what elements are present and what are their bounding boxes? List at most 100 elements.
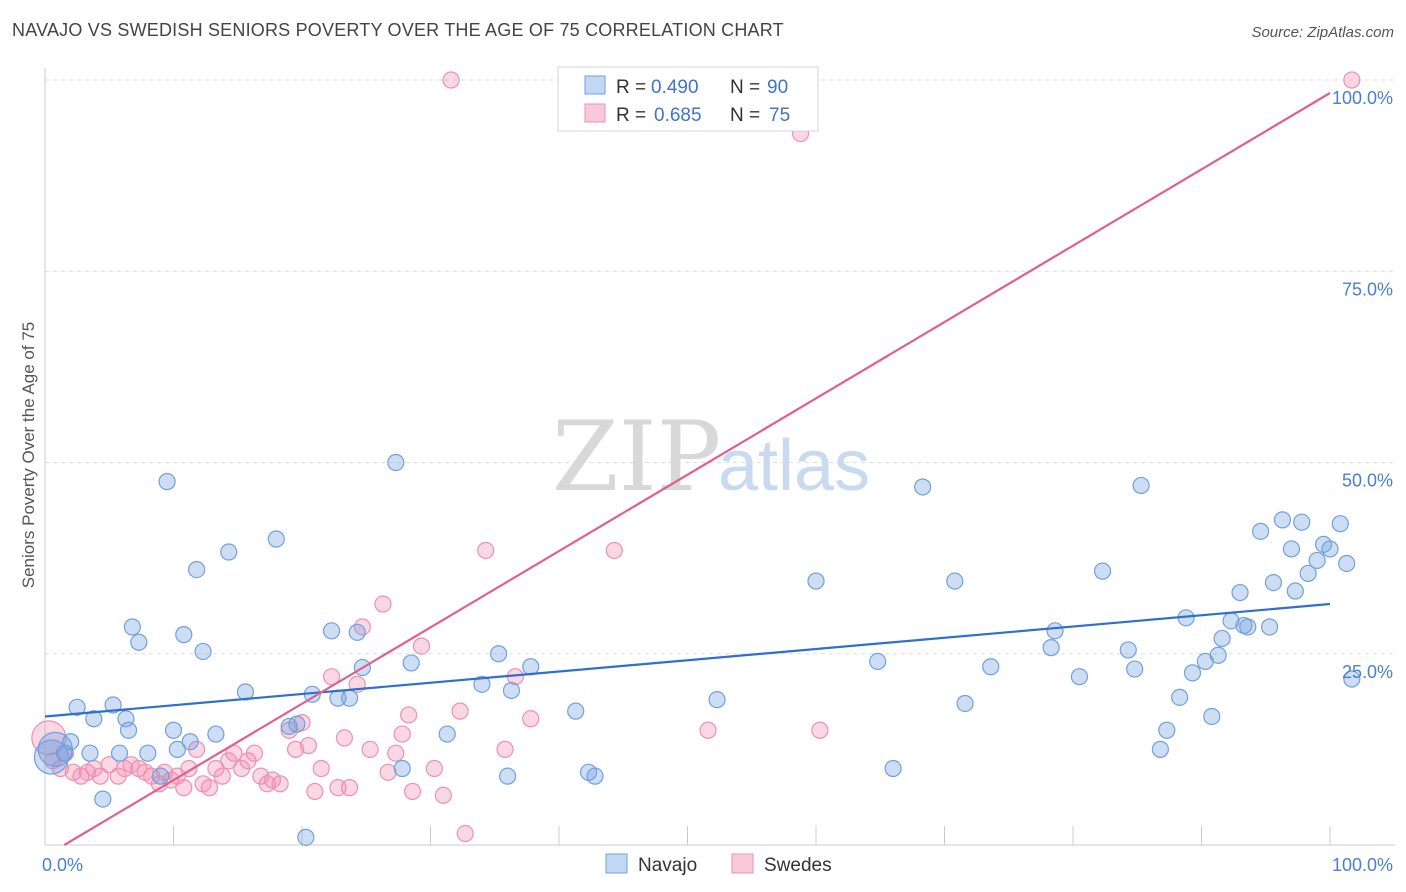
y-axis-title: Seniors Poverty Over the Age of 75 <box>19 322 38 588</box>
swedes-point-58 <box>442 71 460 89</box>
swedes-point-45 <box>340 779 359 797</box>
navajo-point-36 <box>387 453 405 472</box>
navajo-point-67 <box>1183 664 1202 682</box>
swedes-point-44 <box>335 729 354 747</box>
legend-n-label-swedes: N = <box>730 105 760 126</box>
swedes-point-55 <box>412 637 431 655</box>
swedes-point-48 <box>361 740 379 758</box>
y-tick-label-0: 25.0% <box>1342 662 1393 682</box>
navajo-point-11 <box>119 721 138 739</box>
swedes-point-24 <box>200 779 219 797</box>
navajo-point-54 <box>956 694 974 713</box>
y-tick-label-1: 50.0% <box>1342 471 1393 491</box>
navajo-point-8 <box>104 696 122 714</box>
navajo-point-75 <box>1239 618 1257 636</box>
navajo-point-83 <box>1299 564 1317 583</box>
tick-labels: 25.0% 50.0% 75.0% 100.0% 0.0% 100.0% <box>42 88 1393 875</box>
legend-swatch-swedes <box>584 103 606 123</box>
x-tick-label-0: 0.0% <box>42 855 83 875</box>
chart-title: NAVAJO VS SWEDISH SENIORS POVERTY OVER T… <box>12 20 784 40</box>
navajo-point-86 <box>1321 540 1339 558</box>
navajo-point-73 <box>1231 583 1249 602</box>
navajo-point-41 <box>490 645 508 663</box>
navajo-point-33 <box>340 689 359 707</box>
navajo-point-55 <box>982 658 1000 676</box>
legend-box: R = 0.490 N = 90 R = 0.685 N = 75 <box>557 66 819 132</box>
legend-swatch-navajo <box>584 75 606 95</box>
navajo-point-79 <box>1273 511 1292 529</box>
watermark-zip: ZIP <box>552 401 721 513</box>
swedes-point-12 <box>122 756 140 774</box>
navajo-point-3 <box>62 733 80 751</box>
navajo-point-80 <box>1282 540 1301 558</box>
swedes-point-69 <box>811 721 829 739</box>
navajo-point-31 <box>322 622 341 640</box>
navajo-point-9 <box>110 744 129 762</box>
trendlines <box>44 92 1331 846</box>
navajo-point-6 <box>85 710 103 728</box>
swedes-point-41 <box>312 759 330 778</box>
legend-r-value-swedes: 0.685 <box>654 105 702 126</box>
navajo-point-89 <box>1343 670 1361 688</box>
swedes-point-42 <box>322 668 341 686</box>
swedes-trendline <box>63 92 1331 846</box>
swedes-point-37 <box>286 740 305 758</box>
navajo-point-81 <box>1286 582 1304 600</box>
swedes-point-61 <box>477 541 495 560</box>
navajo-point-84 <box>1308 551 1326 570</box>
swedes-point-65 <box>605 541 623 560</box>
navajo-point-70 <box>1209 646 1227 664</box>
watermark-atlas: atlas <box>718 426 870 506</box>
navajo-point-76 <box>1252 522 1270 540</box>
bottom-legend-swedes: Swedes <box>764 855 832 876</box>
navajo-point-59 <box>1093 562 1112 580</box>
navajo-point-47 <box>586 767 604 785</box>
navajo-point-5 <box>81 744 99 762</box>
navajo-points <box>33 453 1361 846</box>
swedes-point-53 <box>400 706 418 724</box>
navajo-point-57 <box>1046 622 1064 640</box>
x-tick-label-1: 100.0% <box>1332 855 1393 875</box>
navajo-point-50 <box>869 652 887 671</box>
swedes-point-26 <box>213 767 231 785</box>
swedes-point-62 <box>496 740 514 758</box>
gridlines <box>45 79 1395 655</box>
navajo-point-48 <box>708 691 726 709</box>
navajo-point-23 <box>207 725 225 743</box>
swedes-point-64 <box>522 710 540 728</box>
swedes-point-0 <box>31 720 67 756</box>
navajo-point-71 <box>1213 629 1231 648</box>
navajo-point-77 <box>1261 618 1279 636</box>
source-credit: Source: ZipAtlas.com <box>1251 24 1394 41</box>
legend-r-label-swedes: R = <box>616 105 646 126</box>
navajo-point-21 <box>188 560 206 579</box>
navajo-point-19 <box>175 626 193 644</box>
swedes-point-57 <box>434 786 452 804</box>
legend-n-value-navajo: 90 <box>767 77 788 98</box>
navajo-point-42 <box>499 767 517 785</box>
swedes-point-70 <box>1343 71 1361 89</box>
navajo-point-15 <box>152 767 170 785</box>
navajo-point-87 <box>1331 515 1349 533</box>
swedes-point-49 <box>374 595 392 613</box>
swedes-point-60 <box>456 824 474 843</box>
navajo-point-16 <box>158 473 176 491</box>
navajo-point-60 <box>1119 641 1137 659</box>
legend-n-label-navajo: N = <box>730 77 760 98</box>
navajo-point-56 <box>1042 639 1060 657</box>
navajo-point-78 <box>1264 574 1283 592</box>
bottom-legend-swatch-swedes <box>731 853 754 874</box>
bottom-legend-swatch-navajo <box>605 853 628 874</box>
navajo-point-64 <box>1158 721 1176 739</box>
legend-r-label-navajo: R = <box>616 77 646 98</box>
navajo-point-45 <box>567 702 585 720</box>
y-tick-label-3: 100.0% <box>1332 88 1393 108</box>
navajo-point-38 <box>402 654 420 672</box>
swedes-point-34 <box>263 771 282 789</box>
bottom-legend-navajo: Navajo <box>638 855 697 876</box>
navajo-point-29 <box>297 828 315 846</box>
navajo-point-12 <box>123 618 141 636</box>
navajo-point-62 <box>1132 476 1150 495</box>
navajo-point-24 <box>220 543 238 561</box>
